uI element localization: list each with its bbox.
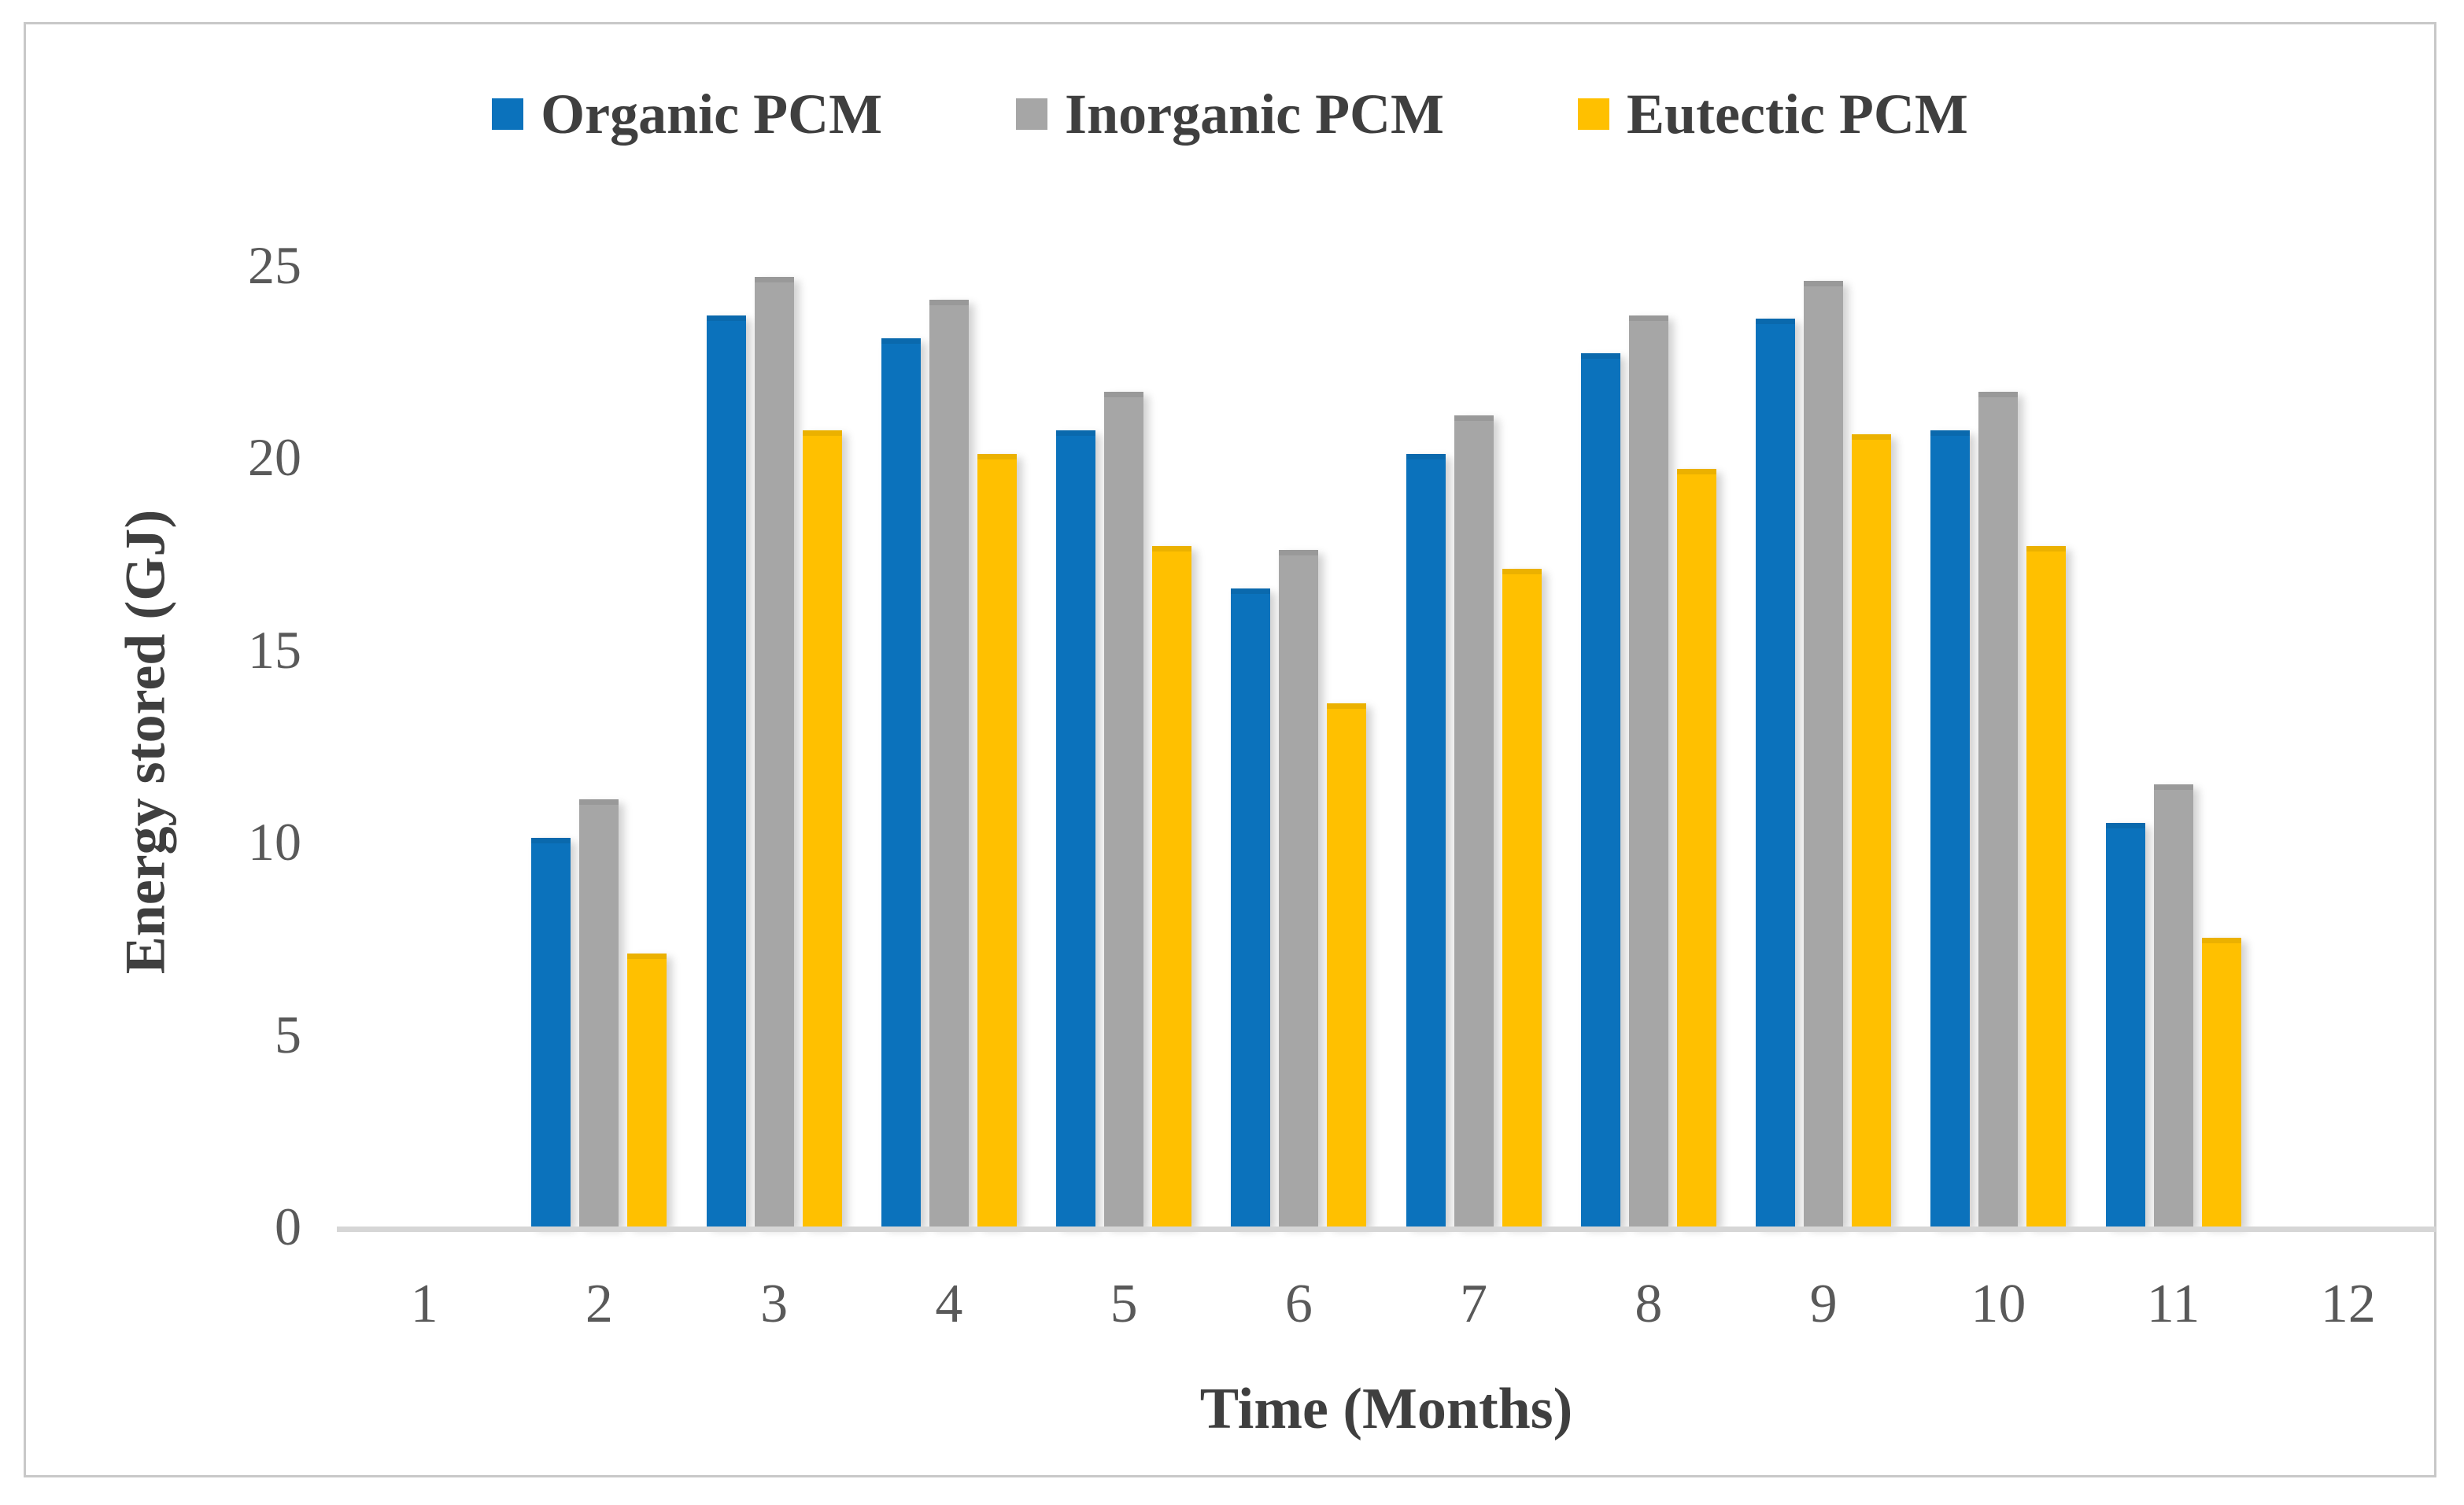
bar-eutectic-pcm-month-5	[1152, 546, 1191, 1227]
bar-organic-pcm-month-9	[1756, 319, 1795, 1227]
chart-frame: Organic PCM Inorganic PCM Eutectic PCM Ene…	[24, 22, 2436, 1477]
bar-inorganic-pcm-month-11	[2154, 784, 2193, 1227]
bar-organic-pcm-month-3	[707, 315, 746, 1227]
x-tick-label: 4	[935, 1274, 963, 1334]
legend-label: Inorganic PCM	[1065, 83, 1445, 146]
bar-eutectic-pcm-month-3	[803, 430, 842, 1227]
x-tick-label: 9	[1809, 1274, 1838, 1334]
x-tick-label: 10	[1971, 1274, 2026, 1334]
bar-eutectic-pcm-month-8	[1677, 469, 1716, 1227]
bar-organic-pcm-month-5	[1056, 430, 1095, 1227]
x-tick-label: 2	[585, 1274, 613, 1334]
legend-swatch-icon	[1016, 98, 1048, 130]
x-axis-line	[337, 1227, 2436, 1232]
bar-inorganic-pcm-month-2	[579, 799, 619, 1227]
x-tick-label: 1	[410, 1274, 438, 1334]
bar-organic-pcm-month-8	[1581, 353, 1620, 1227]
x-tick-label: 6	[1284, 1274, 1313, 1334]
bar-inorganic-pcm-month-4	[929, 300, 969, 1227]
y-tick-label: 5	[275, 1004, 301, 1064]
legend-item-organic-pcm[interactable]: Organic PCM	[492, 86, 882, 142]
legend-item-inorganic-pcm[interactable]: Inorganic PCM	[1016, 86, 1444, 142]
bar-eutectic-pcm-month-7	[1502, 569, 1542, 1227]
bar-organic-pcm-month-2	[531, 838, 571, 1227]
bar-inorganic-pcm-month-3	[755, 277, 794, 1227]
bar-inorganic-pcm-month-8	[1629, 315, 1668, 1227]
y-tick-label: 25	[248, 235, 301, 295]
legend-swatch-icon	[1578, 98, 1610, 130]
bar-eutectic-pcm-month-4	[977, 454, 1017, 1227]
y-axis-title: Energy stored (GJ)	[113, 509, 177, 975]
x-tick-label: 5	[1110, 1274, 1138, 1334]
bar-eutectic-pcm-month-2	[627, 954, 667, 1227]
bar-eutectic-pcm-month-10	[2026, 546, 2066, 1227]
legend-swatch-icon	[492, 98, 524, 130]
x-axis-title: Time (Months)	[1199, 1377, 1573, 1441]
y-tick-label: 10	[248, 812, 301, 872]
bar-organic-pcm-month-7	[1406, 454, 1446, 1227]
legend: Organic PCM Inorganic PCM Eutectic PCM	[26, 86, 2434, 142]
bar-organic-pcm-month-10	[1930, 430, 1970, 1227]
y-tick-label: 20	[248, 427, 301, 488]
bar-inorganic-pcm-month-6	[1279, 550, 1318, 1227]
x-tick-label: 8	[1635, 1274, 1663, 1334]
bar-organic-pcm-month-4	[881, 338, 921, 1227]
x-tick-label: 11	[2146, 1274, 2200, 1334]
bar-inorganic-pcm-month-7	[1454, 415, 1494, 1227]
x-tick-label: 7	[1460, 1274, 1488, 1334]
bar-inorganic-pcm-month-5	[1104, 392, 1143, 1227]
y-tick-label: 15	[248, 619, 301, 680]
bar-eutectic-pcm-month-9	[1852, 434, 1891, 1227]
x-tick-label: 3	[760, 1274, 789, 1334]
legend-item-eutectic-pcm[interactable]: Eutectic PCM	[1578, 86, 1968, 142]
y-tick-label: 0	[275, 1197, 301, 1256]
bar-eutectic-pcm-month-6	[1327, 703, 1366, 1227]
bar-inorganic-pcm-month-10	[1978, 392, 2018, 1227]
legend-label: Organic PCM	[541, 83, 883, 146]
bar-eutectic-pcm-month-11	[2202, 938, 2241, 1227]
bar-inorganic-pcm-month-9	[1804, 281, 1843, 1227]
bar-organic-pcm-month-6	[1231, 588, 1270, 1227]
legend-label: Eutectic PCM	[1627, 83, 1968, 146]
x-tick-label: 12	[2320, 1274, 2376, 1334]
bar-organic-pcm-month-11	[2106, 823, 2145, 1227]
